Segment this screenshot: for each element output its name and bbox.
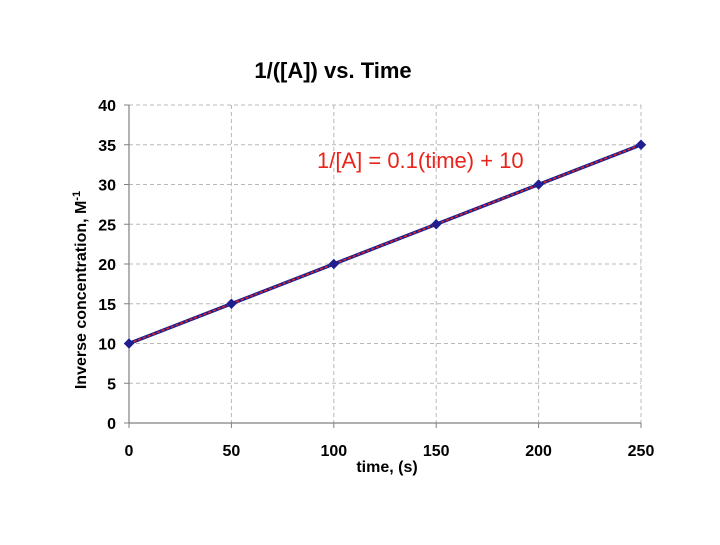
series-layer [123, 139, 647, 349]
data-point [635, 139, 647, 150]
data-point [430, 219, 442, 230]
y-tick-label: 10 [98, 337, 116, 354]
trendline [128, 144, 642, 345]
x-tick-label: 0 [125, 443, 134, 460]
gridlines [129, 104, 642, 423]
data-point [123, 338, 135, 349]
x-tick-label: 50 [223, 443, 241, 460]
x-axis-label: time, (s) [356, 459, 417, 476]
data-point [328, 258, 340, 270]
y-tick-label: 35 [98, 138, 116, 155]
equation-annotation: 1/[A] = 0.1(time) + 10 [317, 148, 524, 173]
data-point [533, 179, 544, 190]
tick-labels: 0 5 10 15 20 25 30 35 40 0 50 100 150 200 250 [98, 98, 654, 460]
y-tick-label: 25 [98, 217, 116, 234]
chart-title: 1/([A]) vs. Time [254, 58, 411, 83]
x-tick-label: 250 [628, 443, 655, 460]
y-tick-label: 15 [98, 297, 116, 314]
y-axis-label-superscript: -1 [71, 191, 83, 201]
x-tick-label: 100 [320, 443, 347, 460]
data-point [226, 298, 237, 309]
y-tick-label: 20 [98, 257, 116, 274]
y-axis-label-text: Inverse concentration, M [73, 201, 90, 390]
x-tick-label: 200 [525, 443, 552, 460]
y-axis-label: Inverse concentration, M-1 [71, 191, 90, 389]
y-tick-label: 40 [98, 98, 116, 115]
y-tick-label: 0 [107, 416, 116, 433]
y-tick-label: 30 [98, 178, 116, 195]
x-tick-label: 150 [423, 443, 450, 460]
y-tick-label: 5 [107, 376, 116, 393]
